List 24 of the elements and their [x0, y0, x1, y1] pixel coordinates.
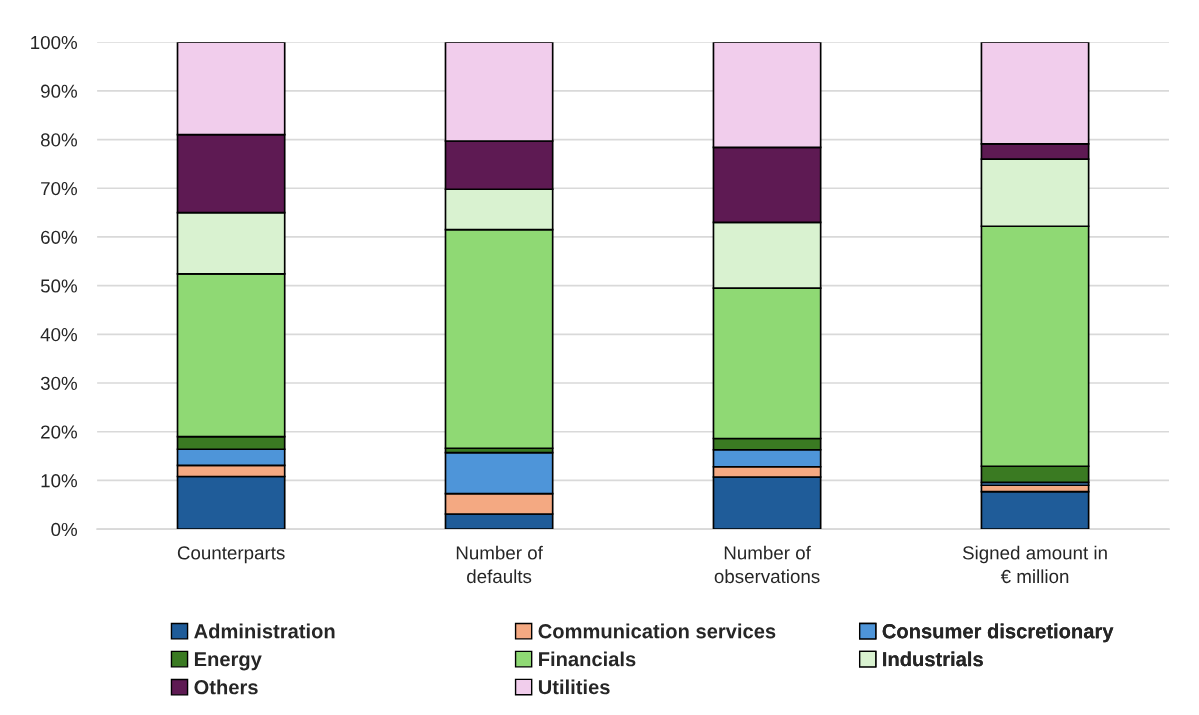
legend-label: Communication services: [538, 623, 776, 639]
legend-label: Consumer discretionary: [882, 623, 1114, 643]
legend-label: Utilities: [538, 679, 610, 695]
legend-label: Financials: [539, 651, 636, 667]
x-tick-label: Number of defaults: [456, 545, 543, 584]
bar: [980, 490, 1090, 530]
legend-label: Administration: [194, 623, 335, 639]
y-tick-label: 20%: [41, 425, 78, 439]
x-tick-label: Signed amount in € million: [962, 545, 1107, 584]
y-tick-label: 40%: [40, 328, 78, 342]
y-tick-label: 60%: [41, 230, 78, 244]
y-tick-label: 100%: [31, 35, 78, 50]
x-tick-label: Counterparts: [177, 546, 285, 564]
legend-label: Industrials: [883, 651, 983, 667]
y-tick-label: 50%: [40, 279, 78, 293]
y-tick-label: 70%: [41, 181, 78, 196]
y-tick-label: 90%: [41, 84, 78, 98]
y-tick-label: 80%: [40, 133, 78, 147]
legend-label: Others: [194, 679, 258, 695]
y-tick-label: 30%: [40, 376, 78, 390]
x-tick-label: Number of observations: [714, 545, 820, 584]
y-tick-label: 0%: [51, 522, 78, 537]
y-tick-label: 10%: [41, 474, 78, 488]
legend-label: Energy: [194, 652, 262, 671]
